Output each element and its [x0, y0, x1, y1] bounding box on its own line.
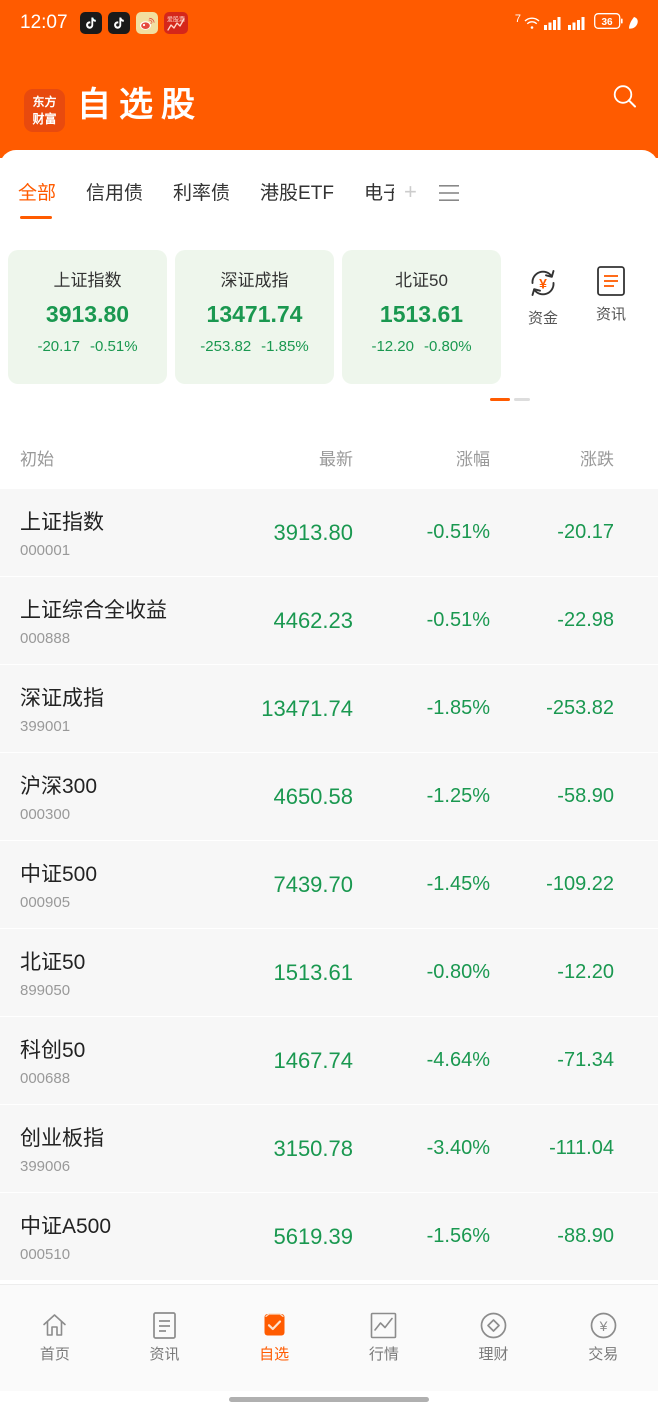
svg-text:¥: ¥	[539, 276, 547, 292]
svg-text:36: 36	[601, 16, 613, 27]
svg-text:¥: ¥	[598, 1318, 607, 1334]
